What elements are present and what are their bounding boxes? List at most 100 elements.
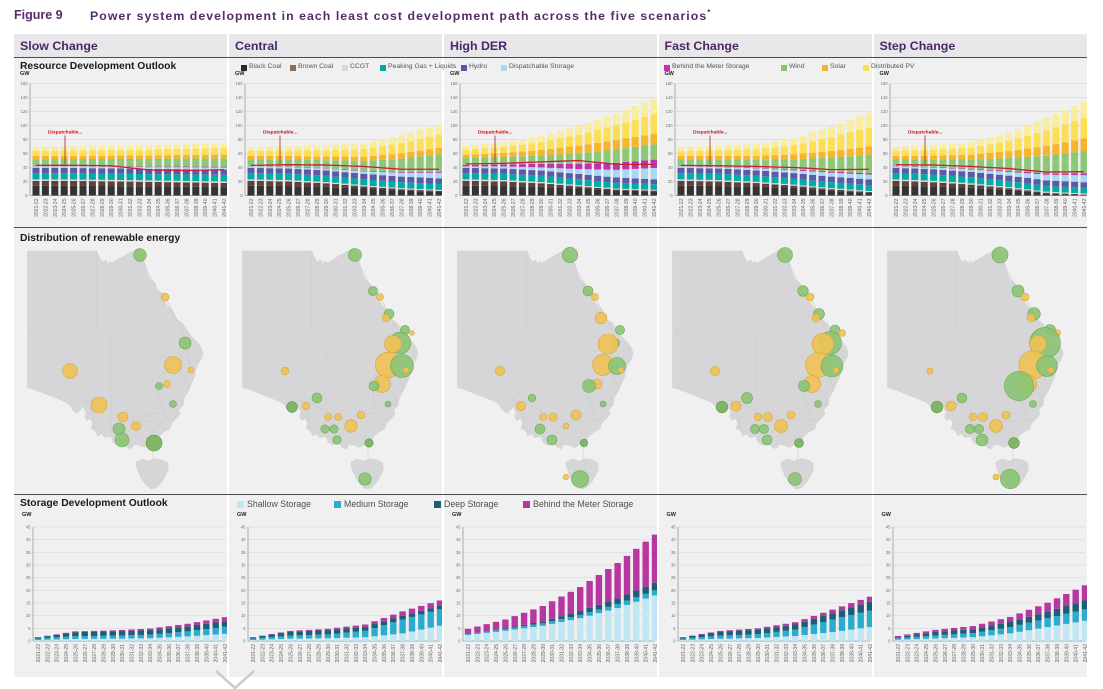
svg-text:2036-37: 2036-37	[176, 644, 182, 663]
svg-text:2026-27: 2026-27	[511, 198, 517, 217]
svg-text:45: 45	[26, 525, 31, 530]
svg-text:0: 0	[888, 639, 891, 644]
svg-text:Dispatchable...: Dispatchable...	[48, 130, 83, 136]
svg-text:10: 10	[885, 613, 890, 618]
svg-text:2024-25: 2024-25	[494, 644, 500, 663]
svg-text:2027-28: 2027-28	[307, 644, 313, 663]
svg-text:2024-25: 2024-25	[279, 644, 285, 663]
svg-text:2032-33: 2032-33	[139, 644, 145, 663]
svg-text:2025-26: 2025-26	[718, 644, 724, 663]
svg-text:2038-39: 2038-39	[409, 198, 415, 217]
svg-text:2032-33: 2032-33	[137, 198, 143, 217]
svg-text:2022-23: 2022-23	[45, 644, 51, 663]
svg-text:2037-38: 2037-38	[399, 198, 405, 217]
svg-text:45: 45	[456, 525, 461, 530]
svg-text:40: 40	[23, 165, 28, 170]
svg-text:140: 140	[451, 95, 459, 100]
svg-text:2034-35: 2034-35	[802, 644, 808, 663]
svg-text:2034-35: 2034-35	[588, 644, 594, 663]
svg-text:2040-41: 2040-41	[1073, 644, 1079, 663]
svg-text:25: 25	[885, 575, 890, 580]
svg-text:2025-26: 2025-26	[287, 198, 293, 217]
svg-text:60: 60	[238, 151, 243, 156]
svg-text:2035-36: 2035-36	[597, 644, 603, 663]
svg-text:2024-25: 2024-25	[922, 198, 928, 217]
svg-text:2029-30: 2029-30	[539, 198, 545, 217]
svg-text:2027-28: 2027-28	[90, 198, 96, 217]
svg-text:2033-34: 2033-34	[578, 644, 584, 663]
svg-text:2022-23: 2022-23	[43, 198, 49, 217]
svg-text:15: 15	[241, 601, 246, 606]
svg-text:2031-32: 2031-32	[558, 198, 564, 217]
svg-text:20: 20	[456, 588, 461, 593]
svg-text:2021-22: 2021-22	[679, 198, 685, 217]
svg-text:2035-36: 2035-36	[1026, 644, 1032, 663]
svg-text:2022-23: 2022-23	[688, 198, 694, 217]
svg-text:2025-26: 2025-26	[716, 198, 722, 217]
svg-text:2021-22: 2021-22	[681, 644, 687, 663]
svg-text:2025-26: 2025-26	[73, 644, 79, 663]
svg-text:2040-41: 2040-41	[643, 198, 649, 217]
svg-text:40: 40	[456, 537, 461, 542]
svg-text:2028-29: 2028-29	[530, 198, 536, 217]
svg-text:2030-31: 2030-31	[978, 198, 984, 217]
svg-text:2023-24: 2023-24	[53, 198, 59, 217]
svg-text:100: 100	[451, 123, 459, 128]
svg-text:20: 20	[238, 179, 243, 184]
svg-text:140: 140	[665, 95, 673, 100]
svg-text:2034-35: 2034-35	[1017, 644, 1023, 663]
svg-text:2038-39: 2038-39	[410, 644, 416, 663]
svg-text:2021-22: 2021-22	[894, 198, 900, 217]
svg-text:2028-29: 2028-29	[317, 644, 323, 663]
svg-text:2033-34: 2033-34	[362, 198, 368, 217]
svg-text:2041-42: 2041-42	[437, 198, 442, 217]
svg-text:Dispatchable...: Dispatchable...	[693, 130, 728, 136]
svg-text:2030-31: 2030-31	[765, 644, 771, 663]
svg-text:2026-27: 2026-27	[727, 644, 733, 663]
svg-text:2034-35: 2034-35	[373, 644, 379, 663]
svg-text:Dispatchable...: Dispatchable...	[908, 130, 943, 136]
svg-text:80: 80	[23, 137, 28, 142]
svg-text:45: 45	[241, 525, 246, 530]
svg-text:2040-41: 2040-41	[429, 644, 435, 663]
svg-text:35: 35	[456, 550, 461, 555]
svg-text:2036-37: 2036-37	[391, 644, 397, 663]
svg-text:2037-38: 2037-38	[1044, 198, 1050, 217]
svg-text:2027-28: 2027-28	[952, 644, 958, 663]
svg-text:2022-23: 2022-23	[905, 644, 911, 663]
svg-text:35: 35	[241, 550, 246, 555]
svg-text:2024-25: 2024-25	[62, 198, 68, 217]
svg-text:100: 100	[21, 123, 29, 128]
svg-text:2031-32: 2031-32	[774, 644, 780, 663]
svg-text:2028-29: 2028-29	[315, 198, 321, 217]
svg-text:2037-38: 2037-38	[1045, 644, 1051, 663]
svg-text:60: 60	[882, 151, 887, 156]
svg-text:2034-35: 2034-35	[158, 644, 164, 663]
svg-text:30: 30	[241, 563, 246, 568]
svg-text:2032-33: 2032-33	[782, 198, 788, 217]
svg-text:2032-33: 2032-33	[783, 644, 789, 663]
svg-text:2040-41: 2040-41	[644, 644, 650, 663]
svg-text:100: 100	[880, 123, 888, 128]
svg-text:2026-27: 2026-27	[726, 198, 732, 217]
svg-text:2026-27: 2026-27	[81, 198, 87, 217]
svg-text:2030-31: 2030-31	[334, 198, 340, 217]
svg-text:2037-38: 2037-38	[186, 644, 192, 663]
svg-text:2021-22: 2021-22	[249, 198, 255, 217]
svg-text:35: 35	[670, 550, 675, 555]
svg-text:2030-31: 2030-31	[980, 644, 986, 663]
svg-text:2034-35: 2034-35	[371, 198, 377, 217]
svg-text:2031-32: 2031-32	[988, 198, 994, 217]
svg-text:2027-28: 2027-28	[735, 198, 741, 217]
svg-text:2023-24: 2023-24	[268, 198, 274, 217]
svg-text:10: 10	[26, 613, 31, 618]
svg-text:2038-39: 2038-39	[839, 644, 845, 663]
svg-text:2026-27: 2026-27	[83, 644, 89, 663]
svg-text:160: 160	[236, 81, 244, 86]
svg-text:2028-29: 2028-29	[961, 644, 967, 663]
svg-text:2033-34: 2033-34	[577, 198, 583, 217]
svg-text:2039-40: 2039-40	[1063, 198, 1069, 217]
svg-text:40: 40	[26, 537, 31, 542]
svg-text:2033-34: 2033-34	[147, 198, 153, 217]
svg-text:2041-42: 2041-42	[868, 644, 872, 663]
